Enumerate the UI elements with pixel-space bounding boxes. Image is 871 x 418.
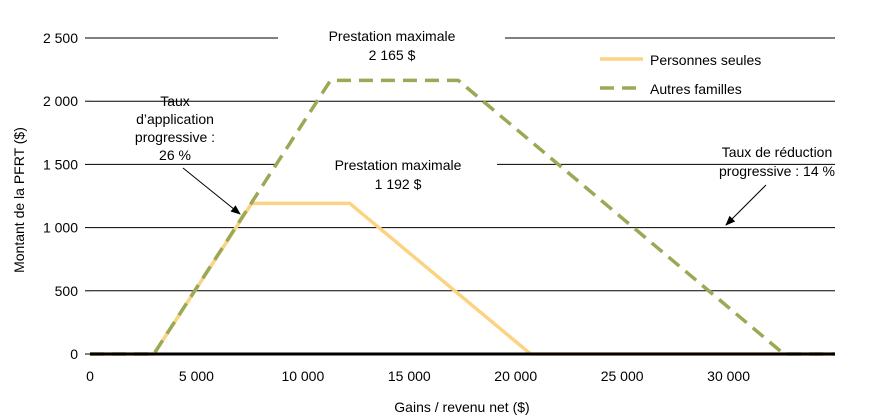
annotation-phase-in: Taux d’application progressive : 26 % xyxy=(135,93,241,215)
annotation-max-families-line1: Prestation maximale xyxy=(329,28,456,44)
annotation-max-families-line2: 2 165 $ xyxy=(369,47,416,63)
y-tick-label-5: 2 500 xyxy=(43,30,78,46)
annotation-phase-out: Taux de réduction progressive : 14 % xyxy=(719,144,835,226)
annotation-phase-in-line2: d’application xyxy=(136,111,214,127)
y-tick-label-4: 2 000 xyxy=(43,93,78,109)
y-axis-ticks: 0 500 1 000 1 500 2 000 2 500 xyxy=(43,30,90,362)
y-tick-label-0: 0 xyxy=(70,346,78,362)
annotation-phase-out-line1: Taux de réduction xyxy=(722,144,833,160)
x-tick-label-1: 5 000 xyxy=(179,368,214,384)
legend-label-singles: Personnes seules xyxy=(650,52,761,68)
annotation-phase-out-arrow xyxy=(725,184,767,226)
annotation-phase-in-line1: Taux xyxy=(160,93,190,109)
annotation-phase-in-line4: 26 % xyxy=(159,147,191,163)
x-axis-ticks: 0 5 000 10 000 15 000 20 000 25 000 30 000 xyxy=(86,368,750,384)
annotation-phase-out-line2: progressive : 14 % xyxy=(719,163,835,179)
annotation-max-singles: Prestation maximale 1 192 $ xyxy=(335,157,462,192)
annotation-phase-in-line3: progressive : xyxy=(135,129,215,145)
y-tick-label-2: 1 000 xyxy=(43,220,78,236)
y-tick-label-3: 1 500 xyxy=(43,156,78,172)
x-tick-label-2: 10 000 xyxy=(281,368,324,384)
x-tick-label-3: 15 000 xyxy=(388,368,431,384)
legend-label-families: Autres familles xyxy=(650,81,742,97)
legend: Personnes seules Autres familles xyxy=(600,52,761,97)
annotation-max-singles-line2: 1 192 $ xyxy=(375,176,422,192)
y-axis-title: Montant de la PFRT ($) xyxy=(11,127,27,273)
x-tick-label-0: 0 xyxy=(86,368,94,384)
x-tick-label-4: 20 000 xyxy=(494,368,537,384)
x-tick-label-6: 30 000 xyxy=(707,368,750,384)
annotation-max-singles-line1: Prestation maximale xyxy=(335,157,462,173)
series-line-0 xyxy=(90,201,835,356)
annotation-max-families: Prestation maximale 2 165 $ xyxy=(329,28,456,63)
annotation-phase-in-arrow xyxy=(182,167,241,215)
x-tick-label-5: 25 000 xyxy=(601,368,644,384)
y-tick-label-1: 500 xyxy=(55,283,79,299)
x-axis-title: Gains / revenu net ($) xyxy=(394,399,529,415)
